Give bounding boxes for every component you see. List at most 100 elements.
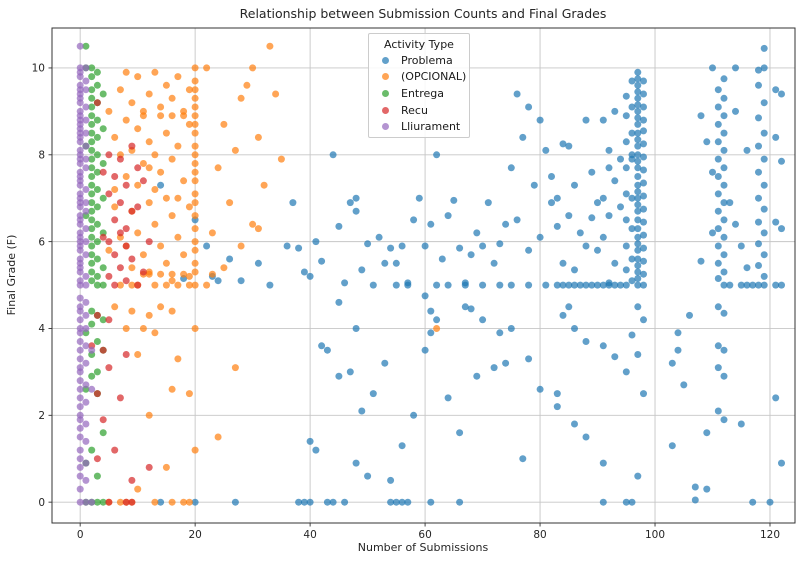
data-point xyxy=(122,173,130,180)
data-point xyxy=(605,212,613,220)
data-point xyxy=(151,329,159,337)
data-point xyxy=(634,88,642,96)
data-point xyxy=(145,199,153,207)
data-point xyxy=(410,411,418,419)
data-point xyxy=(743,264,751,272)
data-point xyxy=(571,281,578,289)
data-point xyxy=(162,81,170,89)
data-point xyxy=(157,103,165,111)
data-point xyxy=(88,320,96,328)
data-point xyxy=(295,498,303,506)
data-point xyxy=(352,194,360,202)
data-point xyxy=(128,99,136,107)
data-point xyxy=(559,311,567,319)
data-point xyxy=(82,164,90,172)
data-point xyxy=(502,359,510,367)
data-point xyxy=(714,120,722,128)
data-point xyxy=(82,238,90,246)
data-point xyxy=(479,281,487,289)
data-point xyxy=(277,155,285,163)
data-point xyxy=(427,307,435,315)
data-point xyxy=(76,463,84,471)
data-point xyxy=(93,238,101,246)
data-point xyxy=(634,68,642,76)
data-point xyxy=(191,498,199,506)
data-point xyxy=(191,86,199,94)
data-point xyxy=(139,177,147,185)
x-axis-label: Number of Submissions xyxy=(358,541,489,554)
data-point xyxy=(714,190,722,198)
data-point xyxy=(82,129,90,137)
data-point xyxy=(697,257,705,265)
data-point xyxy=(145,164,153,172)
data-point xyxy=(548,199,555,207)
data-point xyxy=(622,368,630,376)
data-point xyxy=(525,246,533,254)
data-point xyxy=(743,281,751,289)
data-point xyxy=(737,281,745,289)
data-point xyxy=(778,225,785,233)
data-point xyxy=(88,64,96,72)
data-point xyxy=(358,407,366,415)
data-point xyxy=(185,498,193,506)
data-point xyxy=(105,272,113,280)
data-point xyxy=(168,277,176,285)
data-point xyxy=(88,146,96,154)
data-point xyxy=(720,146,728,154)
data-point xyxy=(772,281,780,289)
data-point xyxy=(214,433,222,441)
data-point xyxy=(628,277,636,285)
data-point xyxy=(640,192,647,200)
data-point xyxy=(82,342,90,350)
data-point xyxy=(99,160,107,167)
data-point xyxy=(93,116,101,124)
legend-item: (OPCIONAL) xyxy=(369,69,469,86)
y-tick-label: 4 xyxy=(38,323,45,335)
data-point xyxy=(93,186,101,193)
data-point xyxy=(237,94,245,102)
data-point xyxy=(139,160,147,167)
data-point xyxy=(605,281,613,289)
data-point xyxy=(191,120,199,128)
data-point xyxy=(720,233,728,241)
data-point xyxy=(76,355,84,363)
data-point xyxy=(162,259,170,267)
data-point xyxy=(766,498,774,506)
data-point xyxy=(306,498,314,506)
data-point xyxy=(720,129,728,137)
data-point xyxy=(185,272,193,280)
data-point xyxy=(536,233,544,241)
data-point xyxy=(714,303,722,311)
data-point xyxy=(145,270,153,278)
data-point xyxy=(461,303,469,311)
data-point xyxy=(496,281,504,289)
data-point xyxy=(76,377,84,385)
data-point xyxy=(640,270,647,278)
data-point xyxy=(191,446,199,454)
data-point xyxy=(151,220,159,228)
legend-title: Activity Type xyxy=(384,38,454,51)
data-point xyxy=(226,255,234,263)
data-point xyxy=(174,281,182,289)
data-point xyxy=(306,272,314,280)
data-point xyxy=(226,199,234,207)
data-point xyxy=(778,90,785,98)
data-point xyxy=(444,212,452,220)
chart-title: Relationship between Submission Counts a… xyxy=(240,6,607,21)
data-point xyxy=(634,188,642,196)
data-point xyxy=(640,166,647,174)
data-point xyxy=(88,346,96,354)
data-point xyxy=(421,346,429,354)
data-point xyxy=(582,116,590,124)
data-point xyxy=(364,472,372,480)
data-point xyxy=(82,142,90,150)
data-point xyxy=(93,81,101,89)
data-point xyxy=(697,112,705,120)
data-point xyxy=(622,242,630,250)
data-point xyxy=(93,455,101,463)
data-point xyxy=(553,390,561,398)
data-point xyxy=(318,257,326,265)
data-point xyxy=(611,259,619,267)
data-point xyxy=(134,164,142,172)
legend-label: (OPCIONAL) xyxy=(401,70,467,84)
